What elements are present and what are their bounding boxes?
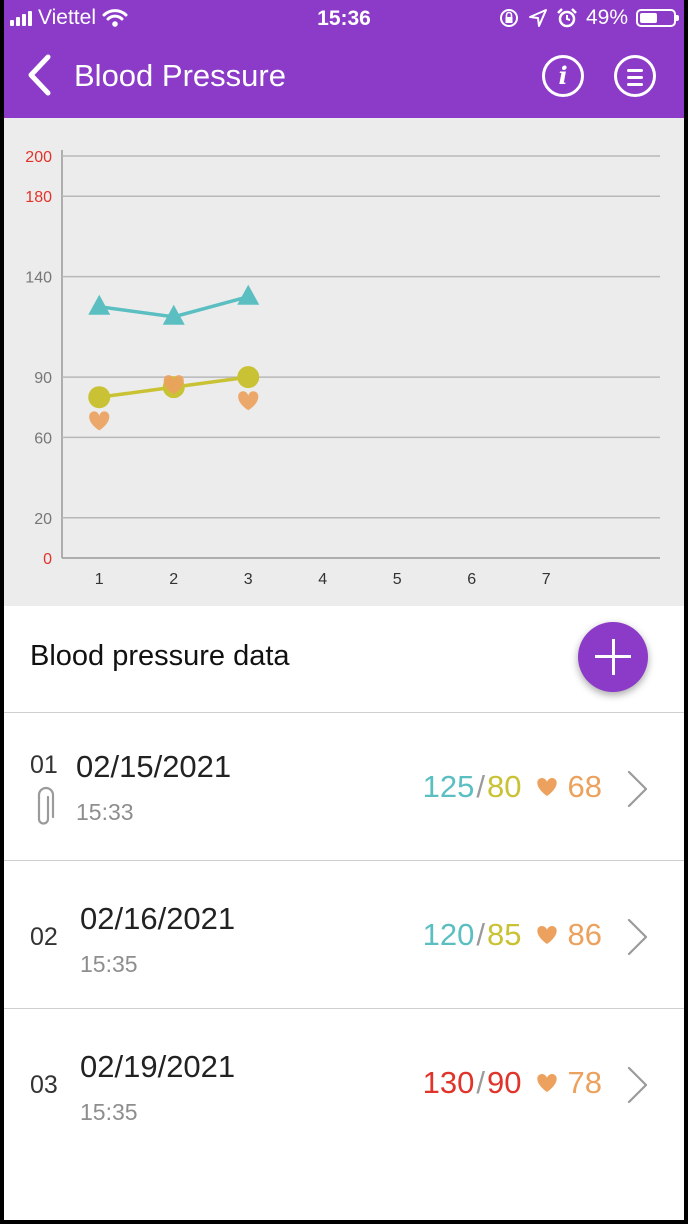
record-row[interactable]: 01 02/15/2021 15:33 125/80 68: [4, 713, 684, 861]
diastolic-value: 85: [487, 917, 522, 952]
x-tick-label: 3: [244, 571, 253, 588]
diastolic-point: [88, 386, 111, 409]
screen: Viettel 15:36: [4, 0, 684, 1220]
heart-icon: [536, 1073, 557, 1092]
value-separator: /: [476, 917, 486, 952]
chevron-right-icon: [627, 1066, 648, 1104]
battery-percent: 49%: [585, 6, 628, 29]
systolic-value: 120: [422, 917, 475, 952]
x-tick-label: 6: [467, 571, 476, 588]
blood-pressure-chart: 200 180 140 90 60 20 0 1 2 3 4 5 6 7: [4, 118, 684, 606]
diastolic-value: 90: [487, 1065, 522, 1100]
info-button[interactable]: i: [542, 55, 584, 97]
record-index: 02: [30, 923, 58, 951]
x-tick-label: 7: [542, 571, 551, 588]
record-index: 01: [30, 751, 58, 779]
chevron-right-icon: [627, 770, 648, 808]
record-index: 03: [30, 1071, 58, 1099]
x-tick-label: 5: [393, 571, 402, 588]
y-tick-label: 140: [25, 270, 52, 287]
add-record-button[interactable]: [578, 622, 648, 692]
systolic-point: [162, 304, 185, 325]
record-row[interactable]: 03 02/19/2021 15:35 130/90 78: [4, 1009, 684, 1157]
y-tick-label: 60: [34, 430, 52, 447]
systolic-value: 125: [422, 769, 475, 804]
menu-button[interactable]: [614, 55, 656, 97]
page-title: Blood Pressure: [74, 58, 286, 93]
pulse-value: 68: [567, 769, 602, 804]
value-separator: /: [476, 769, 486, 804]
alarm-icon: [557, 8, 577, 28]
record-time: 15:35: [80, 951, 138, 977]
battery-icon: [636, 9, 679, 27]
heart-icon: [536, 925, 557, 944]
status-bar: Viettel 15:36: [4, 0, 684, 38]
record-time: 15:33: [76, 799, 134, 825]
y-tick-label: 20: [34, 511, 52, 528]
divider: [4, 1008, 684, 1009]
pulse-point: [163, 375, 184, 395]
systolic-value: 130: [422, 1065, 475, 1100]
pulse-point: [89, 411, 110, 431]
x-tick-label: 4: [318, 571, 327, 588]
divider: [4, 712, 684, 713]
value-separator: /: [476, 1065, 486, 1100]
back-button[interactable]: [22, 52, 58, 98]
location-icon: [528, 9, 547, 27]
record-values: 125/80 68: [423, 769, 602, 805]
x-tick-label: 2: [169, 571, 178, 588]
orientation-lock-icon: [499, 9, 518, 27]
app-header: Viettel 15:36: [4, 0, 684, 118]
pulse-value: 86: [567, 917, 602, 952]
chevron-right-icon: [627, 918, 648, 956]
y-tick-label: 90: [34, 370, 52, 387]
record-row[interactable]: 02 02/16/2021 15:35 120/85 86: [4, 861, 684, 1009]
x-tick-label: 1: [95, 571, 104, 588]
record-date: 02/19/2021: [80, 1049, 236, 1084]
wifi-icon: [102, 9, 128, 27]
nav-bar: Blood Pressure i: [4, 38, 684, 118]
pulse-point: [238, 391, 259, 411]
y-tick-label: 200: [25, 149, 52, 166]
diastolic-value: 80: [487, 769, 522, 804]
record-time: 15:35: [80, 1099, 138, 1125]
record-date: 02/16/2021: [80, 901, 236, 936]
systolic-point: [237, 284, 260, 305]
record-values: 120/85 86: [423, 917, 602, 953]
signal-icon: [10, 10, 32, 26]
status-time: 15:36: [317, 7, 371, 30]
heart-icon: [536, 777, 557, 796]
y-tick-label: 180: [25, 189, 52, 206]
section-title: Blood pressure data: [30, 640, 290, 672]
record-values: 130/90 78: [423, 1065, 602, 1101]
attachment-icon: [37, 786, 55, 825]
divider: [4, 860, 684, 861]
y-tick-label: 0: [43, 551, 52, 568]
record-date: 02/15/2021: [76, 749, 232, 784]
diastolic-point: [237, 366, 260, 389]
pulse-value: 78: [567, 1065, 602, 1100]
carrier-name: Viettel: [38, 6, 96, 29]
systolic-point: [88, 294, 111, 315]
